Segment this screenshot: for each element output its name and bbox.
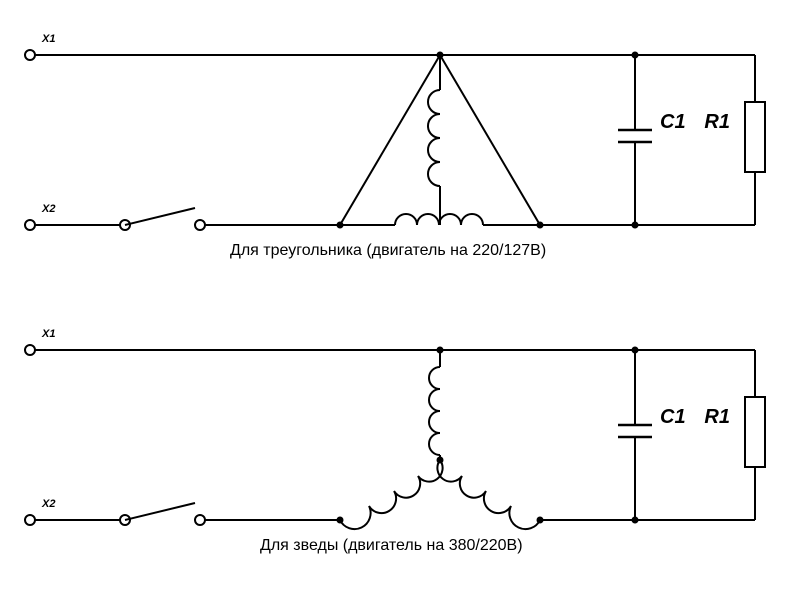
x1-label-2: X1 [41, 328, 55, 340]
x2-label-2: X2 [41, 498, 55, 510]
circuit-delta: X1 X2 [25, 33, 765, 259]
delta-side-left [340, 55, 440, 225]
circuit-wye: X1 X2 [25, 328, 765, 554]
capacitor-c1-2 [618, 347, 652, 524]
caption-delta: Для треугольника (двигатель на 220/127В) [230, 242, 546, 259]
capacitor-c1 [618, 52, 652, 229]
inductor-right-arc [437, 460, 540, 529]
inductor-center [428, 55, 440, 225]
x2-label: X2 [41, 203, 55, 215]
inductor-left-arc [340, 460, 443, 529]
terminal-x1 [25, 50, 35, 60]
r1-label: R1 [704, 111, 730, 133]
c1-label-2: C1 [660, 406, 686, 428]
inductor-vert [429, 350, 440, 460]
switch-2 [120, 503, 205, 525]
x1-label: X1 [41, 33, 55, 45]
delta-side-right [440, 55, 540, 225]
terminal-x2 [25, 220, 35, 230]
schematic-canvas: X1 X2 [0, 0, 785, 602]
resistor-r1 [745, 55, 765, 225]
terminal-x2-2 [25, 515, 35, 525]
switch [120, 208, 205, 230]
caption-wye: Для зведы (двигатель на 380/220В) [260, 537, 523, 554]
terminal-x1-2 [25, 345, 35, 355]
c1-label: C1 [660, 111, 686, 133]
r1-label-2: R1 [704, 406, 730, 428]
resistor-r1-2 [745, 350, 765, 520]
